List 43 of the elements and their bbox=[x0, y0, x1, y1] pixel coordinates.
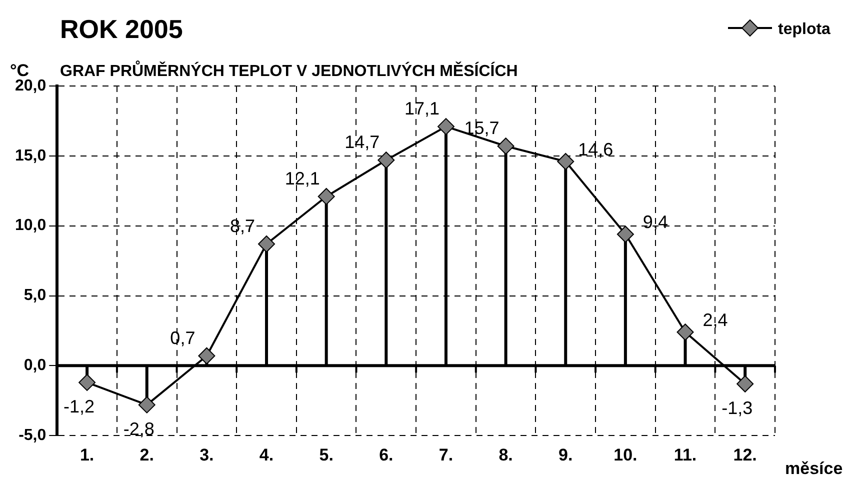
y-tick-label: 0,0 bbox=[24, 357, 46, 374]
point bbox=[676, 324, 694, 341]
y-tick-label: 10,0 bbox=[15, 217, 46, 234]
point bbox=[318, 188, 335, 205]
legend-label: teplota bbox=[778, 21, 831, 38]
point bbox=[138, 396, 156, 414]
x-tick-label: 2. bbox=[140, 445, 154, 464]
x-tick-label: 10. bbox=[614, 445, 638, 464]
chart-subtitle: GRAF PRŮMĚRNÝCH TEPLOT V JEDNOTLIVÝCH MĚSÍCÍCH bbox=[60, 60, 518, 80]
x-tick-label: 5. bbox=[319, 445, 334, 464]
data-label: 12,1 bbox=[284, 168, 320, 188]
data-label: -1,2 bbox=[64, 396, 95, 416]
y-axis-title: °C bbox=[10, 61, 30, 80]
y-tick-label: 20,0 bbox=[15, 77, 46, 94]
data-label: -2,8 bbox=[123, 418, 154, 439]
point bbox=[497, 138, 514, 155]
data-label: -1,3 bbox=[722, 398, 753, 418]
x-tick-label: 8. bbox=[498, 445, 513, 464]
data-label: 2,4 bbox=[702, 310, 728, 330]
point bbox=[557, 153, 574, 170]
x-tick-label: 1. bbox=[80, 445, 94, 464]
x-tick-label: 11. bbox=[674, 445, 697, 464]
point bbox=[437, 118, 454, 136]
point bbox=[736, 375, 754, 392]
point bbox=[378, 152, 395, 169]
x-tick-label: 6. bbox=[379, 445, 394, 464]
x-tick-label: 7. bbox=[438, 445, 454, 464]
y-tick-label: -5,0 bbox=[18, 427, 46, 444]
x-tick-label: 12. bbox=[733, 445, 757, 464]
point bbox=[258, 236, 276, 253]
data-label: 17,1 bbox=[404, 98, 440, 119]
data-label: 0,7 bbox=[170, 328, 196, 348]
x-axis-title: měsíce bbox=[785, 459, 843, 478]
y-tick-label: 15,0 bbox=[15, 147, 46, 164]
chart-title: ROK 2005 bbox=[60, 14, 183, 44]
point bbox=[616, 226, 634, 243]
data-label: 14,7 bbox=[344, 132, 380, 152]
point bbox=[198, 347, 216, 364]
y-tick-label: 5,0 bbox=[24, 287, 46, 304]
x-tick-label: 4. bbox=[259, 445, 274, 464]
x-tick-label: 3. bbox=[200, 445, 214, 464]
x-tick-label: 9. bbox=[558, 445, 573, 464]
point bbox=[78, 374, 96, 391]
